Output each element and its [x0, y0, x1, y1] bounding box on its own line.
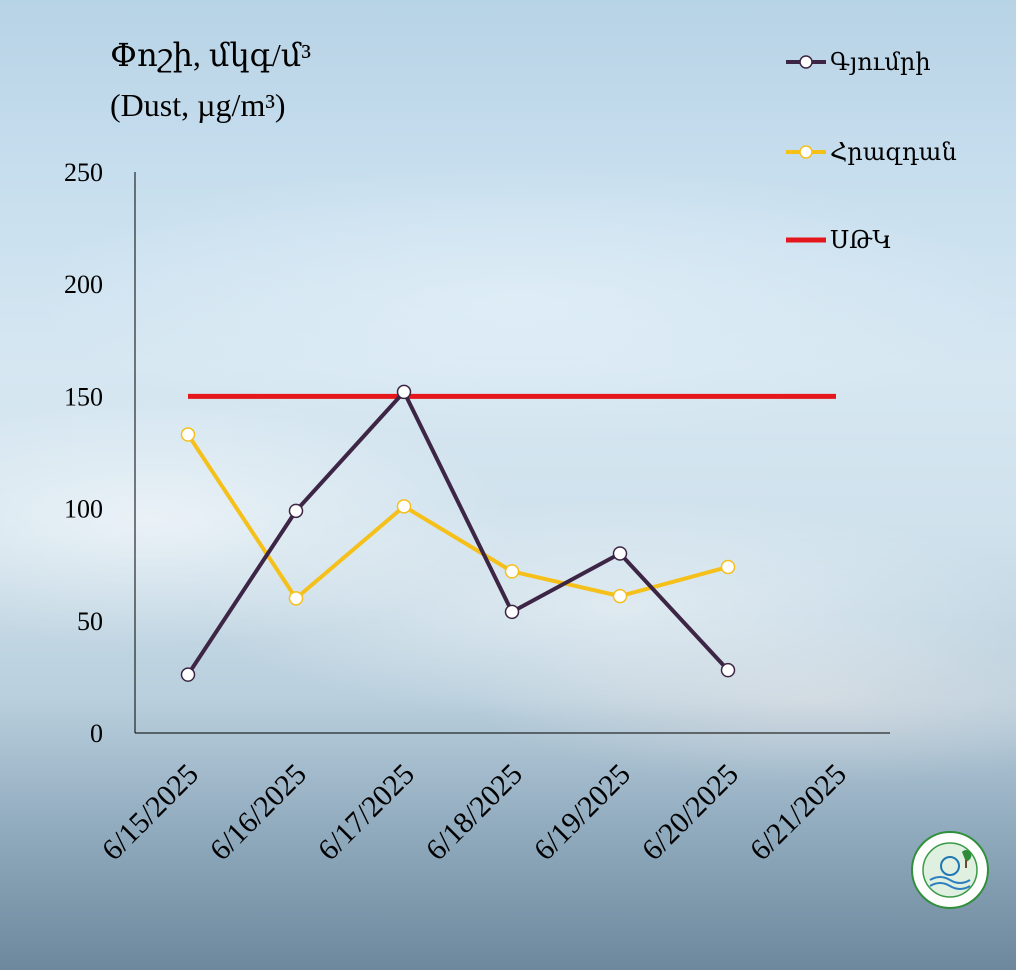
legend-item: Հրազդան: [786, 137, 957, 167]
legend-item: ՍԹԿ: [786, 225, 892, 255]
y-tick-label: 150: [64, 382, 103, 411]
data-point: [180, 427, 196, 442]
x-tick-label: 6/15/2025: [96, 758, 205, 867]
data-point: [504, 564, 520, 579]
data-point: [288, 503, 304, 519]
y-tick-label: 250: [64, 158, 103, 187]
series-line: [186, 433, 729, 601]
legend-swatch: [786, 145, 826, 159]
y-tick-label: 0: [90, 719, 103, 748]
x-tick-label: 6/20/2025: [636, 758, 745, 867]
series-line: [186, 389, 730, 676]
data-point: [288, 591, 304, 606]
legend-label: ՍԹԿ: [830, 227, 892, 254]
y-tick-label: 200: [64, 270, 103, 299]
data-point: [612, 588, 628, 604]
x-tick-label: 6/21/2025: [744, 758, 853, 867]
y-tick-label: 50: [77, 607, 103, 636]
x-tick-label: 6/18/2025: [420, 758, 529, 867]
y-axis-label: Փոշի, մկգ/մ³ (Dust, µg/m³): [110, 37, 311, 123]
legend-label: Գյումրի: [830, 49, 931, 76]
data-point: [396, 499, 412, 514]
organization-logo: [910, 830, 990, 910]
y-tick-labels: 0 50 100 150 200 250: [64, 158, 103, 748]
legend-swatch: [786, 55, 826, 69]
legend-label: Հրազդան: [830, 139, 957, 166]
y-tick-label: 100: [64, 495, 103, 524]
data-point: [396, 384, 412, 400]
series-markers: [180, 384, 736, 682]
data-point: [720, 662, 736, 678]
x-tick-labels: 6/15/20256/16/20256/17/20256/18/20256/19…: [96, 758, 853, 867]
series-lines: [186, 389, 836, 676]
x-tick-label: 6/19/2025: [528, 758, 637, 867]
data-point: [180, 667, 196, 682]
x-tick-label: 6/17/2025: [312, 758, 421, 867]
data-point: [720, 559, 736, 575]
chart-axes: [134, 172, 890, 734]
data-point: [504, 604, 520, 620]
data-point: [612, 546, 628, 561]
legend-swatch: [786, 237, 826, 243]
x-tick-label: 6/16/2025: [204, 758, 313, 867]
legend-item: Գյումրի: [786, 47, 931, 77]
